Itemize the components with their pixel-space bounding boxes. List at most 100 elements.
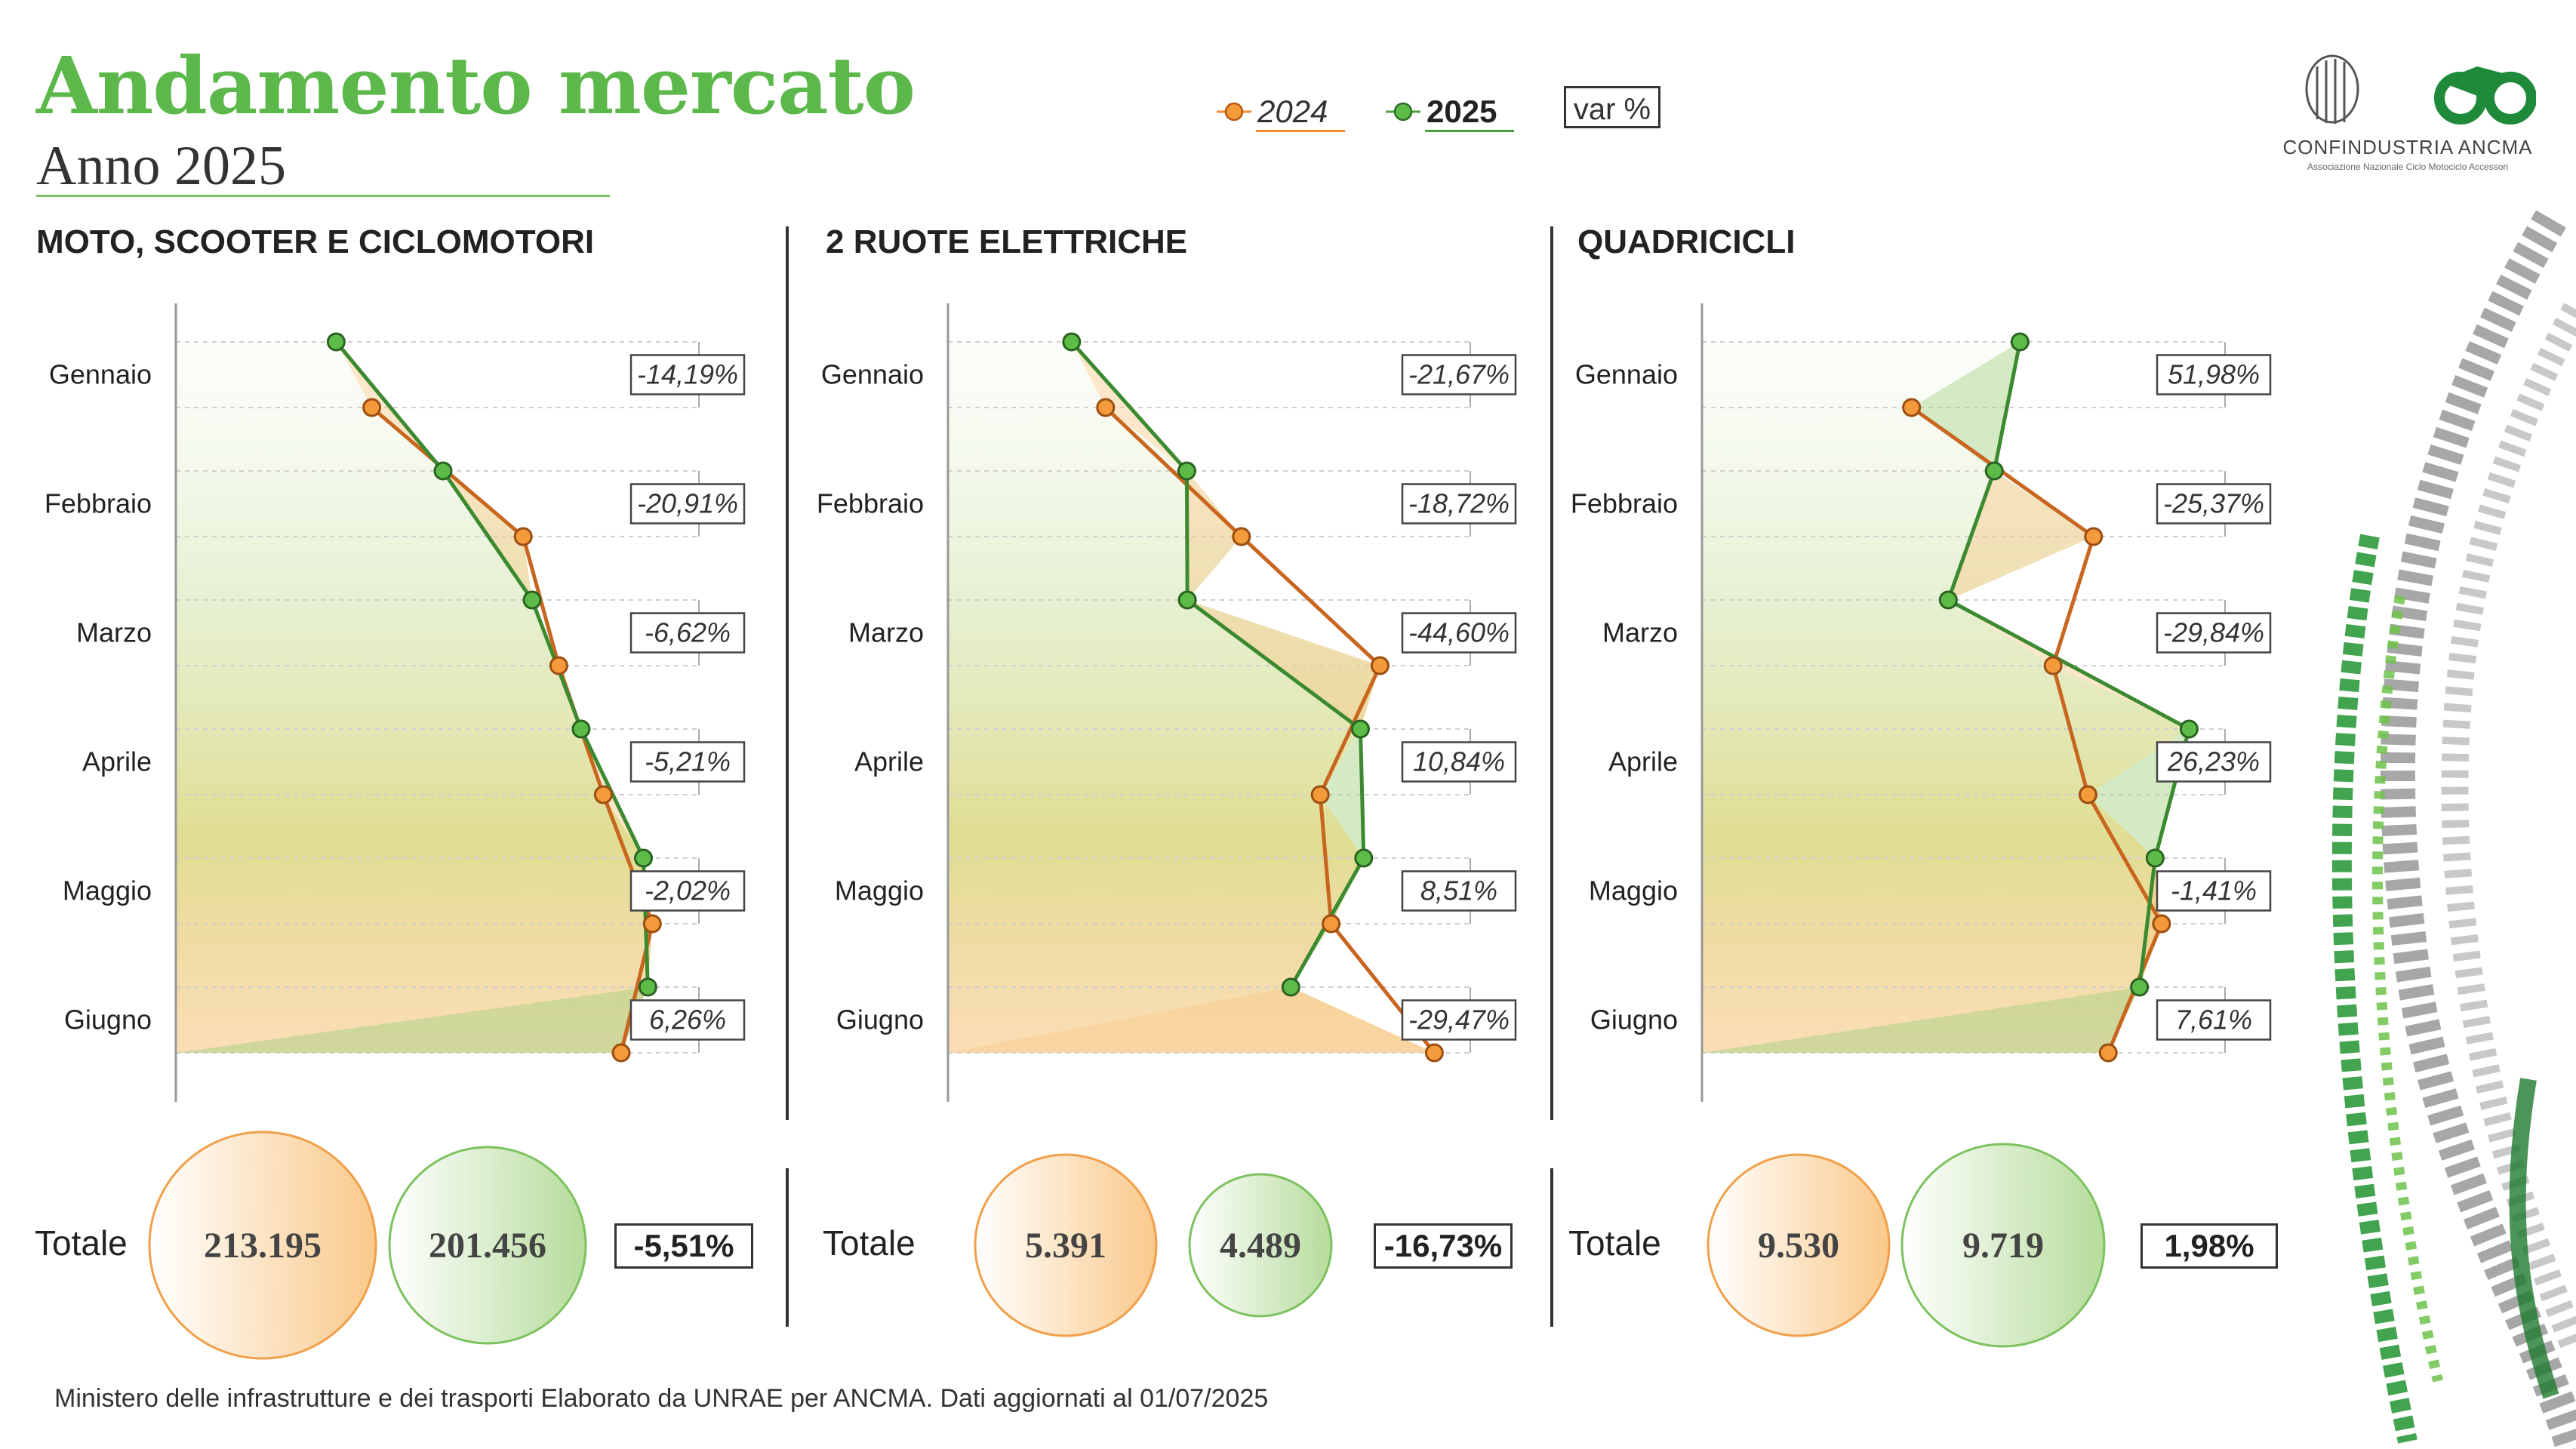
var-label-0-2: -6,62% <box>645 617 731 648</box>
var-percent-legend: var % <box>1564 86 1660 128</box>
point-2025-2-maggio <box>2145 848 2165 868</box>
point-2024-1-gennaio <box>1096 398 1116 417</box>
totale-label-moto: Totale <box>35 1223 128 1263</box>
var-label-1-5: -29,47% <box>1408 1004 1510 1035</box>
var-box-1-2 <box>1401 612 1517 654</box>
var-label-2-3: 26,23% <box>2167 746 2260 777</box>
area-background-1 <box>948 342 1435 1053</box>
total-bubble-2025-1 <box>1188 1173 1333 1318</box>
title-underline <box>36 195 610 197</box>
divider-2 <box>1550 226 1553 1120</box>
total-2025-value-0: 201.456 <box>429 1226 546 1266</box>
var-box-2-3 <box>2156 741 2272 783</box>
diff-shade-2-5 <box>1702 987 2140 1053</box>
point-2025-1-aprile <box>1350 719 1370 739</box>
point-2025-2-aprile <box>2179 719 2199 739</box>
var-label-1-2: -44,60% <box>1408 617 1510 648</box>
ancma-logo: CONFINDUSTRIA ANCMA Associazione Naziona… <box>2279 51 2537 187</box>
point-2025-0-maggio <box>634 848 653 868</box>
divider-1 <box>786 226 789 1120</box>
diff-shade-2-0 <box>1911 342 2020 471</box>
total-bubble-2024-2 <box>1707 1153 1891 1337</box>
var-label-1-4: 8,51% <box>1420 875 1497 906</box>
point-2025-0-febbraio <box>433 461 453 481</box>
var-label-2-5: 7,61% <box>2175 1004 2252 1035</box>
month-label-2-gennaio: Gennaio <box>1575 359 1678 390</box>
total-2025-value-1: 4.489 <box>1220 1226 1301 1266</box>
var-box-0-0 <box>629 354 746 395</box>
var-box-2-2 <box>2156 612 2272 654</box>
total-var-moto: -5,51% <box>614 1223 753 1269</box>
total-2025-value-2: 9.719 <box>1962 1226 2044 1266</box>
point-2024-2-aprile <box>2078 785 2097 804</box>
var-box-0-4 <box>629 870 746 912</box>
var-box-0-3 <box>629 741 746 783</box>
line-2024-2 <box>1910 405 2164 1054</box>
point-2024-0-maggio <box>642 914 662 934</box>
var-label-1-1: -18,72% <box>1408 488 1510 519</box>
var-box-0-5 <box>629 999 746 1041</box>
month-label-2-aprile: Aprile <box>1608 746 1678 777</box>
tyre-track-decoration <box>2331 210 2576 1449</box>
var-label-0-0: -14,19% <box>637 359 738 390</box>
legend-2025-marker-icon <box>1386 102 1420 122</box>
point-2024-0-aprile <box>593 785 613 804</box>
line-2025-1 <box>1069 340 1366 989</box>
diff-shade-0-5 <box>176 987 648 1053</box>
var-label-0-1: -20,91% <box>637 488 738 519</box>
var-box-2-1 <box>2156 483 2272 525</box>
point-2024-2-marzo <box>2043 656 2063 675</box>
var-label-1-0: -21,67% <box>1408 359 1510 390</box>
month-label-0-gennaio: Gennaio <box>49 359 152 390</box>
month-label-0-marzo: Marzo <box>76 617 152 648</box>
month-label-2-maggio: Maggio <box>1589 875 1678 906</box>
area-background-0 <box>176 342 653 1053</box>
var-label-2-0: 51,98% <box>2168 359 2260 390</box>
month-label-2-marzo: Marzo <box>1602 617 1678 648</box>
var-box-1-5 <box>1401 999 1517 1041</box>
var-label-2-4: -1,41% <box>2171 875 2257 906</box>
month-label-2-febbraio: Febbraio <box>1571 488 1678 519</box>
month-label-0-aprile: Aprile <box>82 746 152 777</box>
point-2024-2-gennaio <box>1902 398 1922 417</box>
logo-emblem-icon <box>2305 54 2537 125</box>
point-2024-2-febbraio <box>2084 527 2104 546</box>
month-label-0-maggio: Maggio <box>63 875 152 906</box>
total-bubble-2025-0 <box>388 1146 587 1345</box>
legend-2025-underline <box>1425 130 1514 132</box>
totale-label-elettriche: Totale <box>823 1223 916 1263</box>
var-box-2-0 <box>2156 354 2272 395</box>
legend-2024-label: 2024 <box>1257 94 1328 129</box>
point-2025-2-marzo <box>1938 590 1958 610</box>
point-2025-0-giugno <box>638 977 657 997</box>
point-2025-0-aprile <box>571 719 591 739</box>
var-box-1-4 <box>1401 870 1517 912</box>
diff-shade-1-3 <box>1320 729 1364 858</box>
month-label-1-aprile: Aprile <box>854 746 924 777</box>
var-box-2-5 <box>2156 999 2272 1041</box>
point-2024-1-giugno <box>1424 1043 1444 1063</box>
point-2025-1-marzo <box>1177 590 1197 610</box>
point-2024-2-maggio <box>2152 914 2171 934</box>
var-label-0-4: -2,02% <box>645 875 731 906</box>
point-2024-1-aprile <box>1310 785 1330 804</box>
point-2024-0-marzo <box>549 656 568 675</box>
panel-title-elettriche: 2 RUOTE ELETTRICHE <box>826 223 1188 260</box>
point-2025-2-febbraio <box>1984 461 2004 481</box>
var-box-2-4 <box>2156 870 2272 912</box>
var-box-0-2 <box>629 612 746 654</box>
total-bubble-2024-0 <box>148 1131 377 1360</box>
line-2025-2 <box>1946 341 2192 988</box>
month-label-1-febbraio: Febbraio <box>817 488 924 519</box>
total-var-quadricicli: 1,98% <box>2141 1223 2278 1269</box>
var-label-2-2: -29,84% <box>2163 617 2264 648</box>
legend-2024-marker-icon <box>1217 102 1251 122</box>
legend-2024-underline <box>1256 130 1345 132</box>
point-2025-2-giugno <box>2130 977 2150 997</box>
source-footer: Ministero delle infrastrutture e dei tra… <box>54 1384 1269 1413</box>
total-2024-value-1: 5.391 <box>1025 1226 1106 1266</box>
var-label-2-1: -25,37% <box>2163 488 2264 519</box>
point-2025-1-gennaio <box>1062 332 1082 352</box>
panel-title-moto: MOTO, SCOOTER E CICLOMOTORI <box>36 223 595 260</box>
